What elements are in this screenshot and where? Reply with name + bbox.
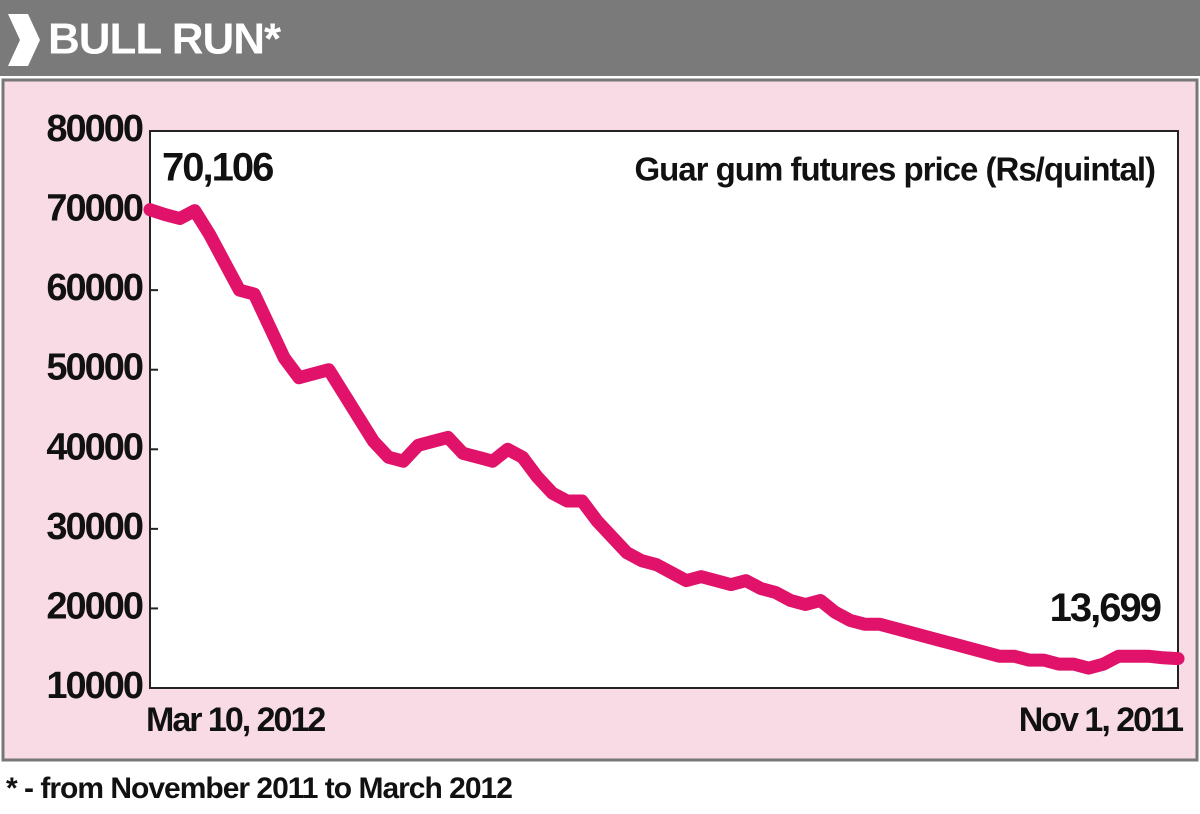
y-tick-label: 80000	[46, 108, 143, 150]
annotation: Guar gum futures price (Rs/quintal)	[634, 151, 1155, 188]
price-line	[143, 203, 1185, 675]
y-tick-label: 50000	[46, 347, 143, 389]
chart-title: BULL RUN*	[48, 15, 282, 64]
y-tick-label: 10000	[46, 665, 143, 707]
x-tick-label: Mar 10, 2012	[146, 701, 325, 739]
y-tick-label: 70000	[46, 188, 143, 230]
y-tick-label: 40000	[46, 426, 143, 468]
y-tick-label: 60000	[46, 267, 143, 309]
x-tick-label: Nov 1, 2011	[1019, 701, 1183, 739]
header-band	[0, 0, 1200, 76]
footnote: * - from November 2011 to March 2012	[6, 772, 512, 805]
y-tick-label: 20000	[46, 585, 143, 627]
plot-area	[149, 130, 1179, 689]
value-label: 70,106	[162, 145, 273, 189]
header-arrow	[8, 14, 40, 66]
value-label: 13,699	[1050, 586, 1161, 630]
y-tick-label: 30000	[46, 506, 143, 548]
